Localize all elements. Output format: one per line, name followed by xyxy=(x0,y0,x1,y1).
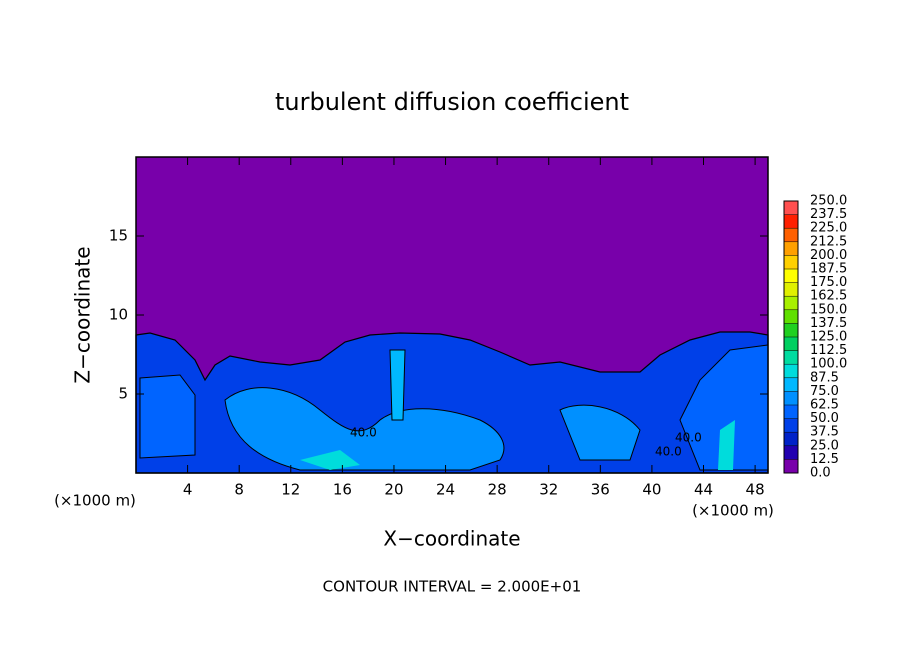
colorbar-bin xyxy=(784,228,798,242)
field-region xyxy=(718,420,735,470)
colorbar-label: 150.0 xyxy=(810,302,847,317)
colorbar-label: 62.5 xyxy=(810,398,839,413)
colorbar-bin xyxy=(784,282,798,297)
colorbar-label: 50.0 xyxy=(810,411,839,426)
x-unit: (×1000 m) xyxy=(692,502,774,520)
colorbar-label: 25.0 xyxy=(810,438,839,453)
colorbar-label: 225.0 xyxy=(810,221,847,236)
colorbar-bin xyxy=(784,432,798,446)
colorbar-label: 137.5 xyxy=(810,316,847,331)
footnote: CONTOUR INTERVAL = 2.000E+01 xyxy=(323,578,582,596)
colorbar-bin xyxy=(784,391,798,405)
y-tick-label: 15 xyxy=(109,227,128,245)
colorbar-bin xyxy=(784,445,798,460)
colorbar-bin xyxy=(784,201,798,215)
colorbar-label: 237.5 xyxy=(810,207,847,222)
x-tick-label: 16 xyxy=(333,481,352,499)
x-tick-label: 4 xyxy=(183,481,193,499)
x-tick-label: 28 xyxy=(488,481,507,499)
y-axis-label: Z−coordinate xyxy=(71,246,95,383)
colorbar-bin xyxy=(784,337,798,351)
colorbar-bin xyxy=(784,214,798,229)
x-tick-label: 36 xyxy=(591,481,610,499)
contour-label: 40.0 xyxy=(655,445,682,459)
y-tick-label: 10 xyxy=(109,306,128,324)
colorbar-label: 75.0 xyxy=(810,384,839,399)
x-tick-label: 48 xyxy=(746,481,765,499)
colorbar-bin xyxy=(784,269,798,283)
colorbar-bin xyxy=(784,364,798,378)
colorbar-label: 187.5 xyxy=(810,262,847,277)
x-tick-label: 32 xyxy=(539,481,558,499)
colorbar-bin xyxy=(784,323,798,337)
colorbar-label: 200.0 xyxy=(810,248,847,263)
colorbar-label: 125.0 xyxy=(810,330,847,345)
colorbar-bin xyxy=(784,255,798,269)
colorbar-label: 37.5 xyxy=(810,425,839,440)
colorbar-bin xyxy=(784,418,798,433)
field-region xyxy=(300,450,360,470)
x-axis-label: X−coordinate xyxy=(383,527,520,551)
colorbar-label: 162.5 xyxy=(810,289,847,304)
chart-title: turbulent diffusion coefficient xyxy=(275,88,629,116)
x-tick-label: 8 xyxy=(234,481,244,499)
field-region xyxy=(224,387,505,471)
field-region xyxy=(389,349,406,421)
colorbar-label: 112.5 xyxy=(810,343,847,358)
colorbar-label: 250.0 xyxy=(810,194,847,209)
colorbar-label: 175.0 xyxy=(810,275,847,290)
colorbar-label: 0.0 xyxy=(810,466,831,481)
field-region xyxy=(139,374,196,459)
colorbar-bin xyxy=(784,405,798,419)
x-tick-label: 20 xyxy=(384,481,403,499)
colorbar-bin xyxy=(784,377,798,392)
contour-label: 40.0 xyxy=(350,426,377,440)
colorbar-label: 12.5 xyxy=(810,452,839,467)
colorbar-label: 212.5 xyxy=(810,234,847,249)
field-region xyxy=(559,404,641,461)
colorbar-label: 87.5 xyxy=(810,370,839,385)
x-unit: (×1000 m) xyxy=(54,492,136,510)
field: 40.0 40.0 40.0 xyxy=(135,157,769,474)
colorbar-bin xyxy=(784,309,798,324)
contour-label: 40.0 xyxy=(675,431,702,445)
x-tick-label: 40 xyxy=(642,481,661,499)
x-tick-label: 44 xyxy=(694,481,713,499)
colorbar-bin xyxy=(784,296,798,310)
colorbar-bin xyxy=(784,350,798,365)
y-tick-label: 5 xyxy=(118,385,128,403)
colorbar-bin xyxy=(784,459,798,473)
x-tick-label: 24 xyxy=(436,481,455,499)
colorbar-label: 100.0 xyxy=(810,357,847,372)
colorbar-bin xyxy=(784,241,798,256)
x-tick-label: 12 xyxy=(281,481,300,499)
